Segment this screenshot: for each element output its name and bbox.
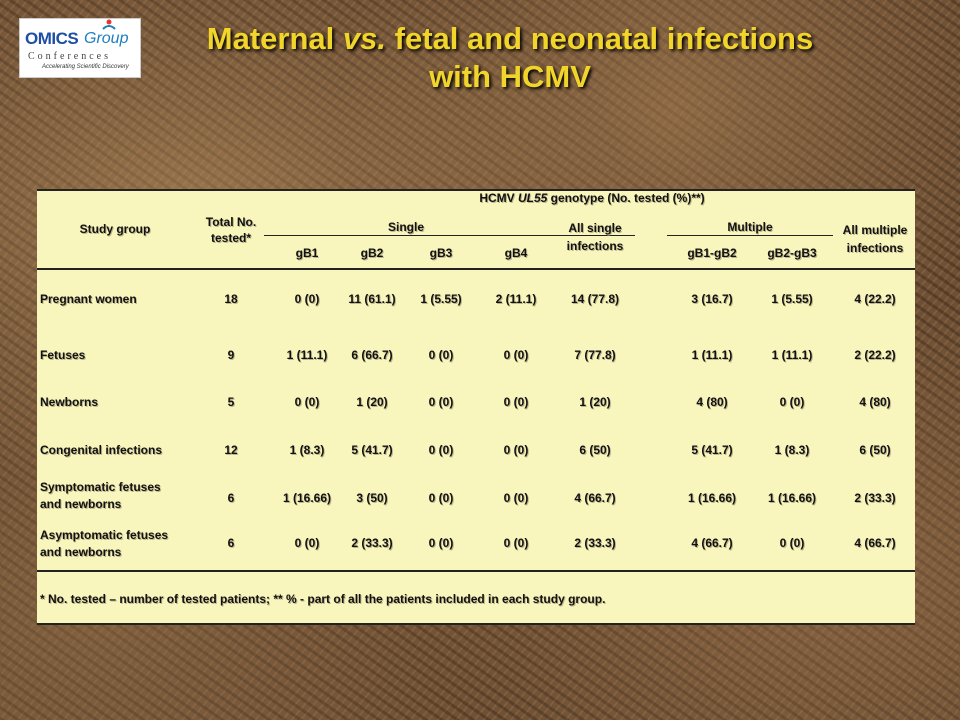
cell-gb2-gb3: 1 (8.3) (774, 443, 810, 457)
cell-all-single: 14 (77.8) (570, 292, 620, 306)
cell-gb2: 2 (33.3) (351, 536, 393, 550)
cell-all-single: 2 (33.3) (574, 536, 616, 550)
cell-gb1: 1 (8.3) (289, 443, 325, 457)
title-part-b: fetal and neonatal infections (386, 21, 814, 56)
logo-subtitle: Conferences (28, 51, 111, 62)
logo-brand-a: OMICS (25, 29, 79, 48)
header-rule (37, 268, 915, 270)
header-all-multiple-line1: All multiple (842, 223, 908, 237)
logo-brand-b: Group (84, 30, 129, 47)
title-italic-vs: vs. (342, 21, 387, 56)
cell-gb1-gb2: 1 (11.1) (691, 348, 733, 362)
header-gb4: gB4 (504, 246, 528, 260)
single-rule (264, 235, 635, 236)
row-group-label-line2: and newborns (40, 497, 122, 511)
row-group-label: Pregnant women (40, 292, 137, 306)
header-single: Single (387, 220, 425, 234)
genotype-table: HCMV UL55 genotype (No. tested (%)**) St… (37, 189, 915, 625)
cell-gb1: 1 (11.1) (286, 348, 328, 362)
cell-gb4: 0 (0) (503, 395, 529, 409)
cell-all-single: 6 (50) (579, 443, 611, 457)
table-bottom-rule (37, 623, 915, 625)
header-gb1: gB1 (295, 246, 319, 260)
header-gb2-gb3: gB2-gB3 (767, 246, 817, 260)
cell-all-multiple: 2 (33.3) (854, 491, 896, 505)
cell-gb2: 3 (50) (356, 491, 388, 505)
header-gb3: gB3 (429, 246, 453, 260)
cell-all-multiple: 4 (80) (859, 395, 891, 409)
table-footnote: * No. tested – number of tested patients… (40, 592, 606, 606)
header-total-line1: Total No. (205, 215, 257, 229)
title-part-a: Maternal (206, 21, 343, 56)
cell-all-multiple: 2 (22.2) (854, 348, 896, 362)
top-rule (37, 189, 915, 191)
cell-gb4: 0 (0) (503, 348, 529, 362)
row-group-label-line2: and newborns (40, 545, 122, 559)
cell-gb2: 1 (20) (356, 395, 388, 409)
cell-gb2-gb3: 1 (5.55) (771, 292, 813, 306)
cell-all-multiple: 4 (66.7) (854, 536, 896, 550)
cell-gb2-gb3: 1 (16.66) (767, 491, 817, 505)
header-gene-italic: UL55 (517, 191, 548, 205)
cell-gb1-gb2: 3 (16.7) (691, 292, 733, 306)
cell-gb2: 6 (66.7) (351, 348, 393, 362)
cell-total: 5 (227, 395, 235, 409)
cell-total: 6 (227, 491, 235, 505)
person-icon (102, 19, 116, 30)
row-group-label: Congenital infections (40, 443, 163, 457)
header-total-line2: tested* (210, 231, 252, 245)
cell-gb1: 0 (0) (294, 292, 320, 306)
cell-gb4: 2 (11.1) (495, 292, 537, 306)
header-multiple: Multiple (727, 220, 773, 234)
cell-all-single: 4 (66.7) (574, 491, 616, 505)
cell-gb3: 0 (0) (428, 491, 454, 505)
logo-tagline: Accelerating Scientific Discovery (42, 64, 129, 70)
cell-total: 12 (224, 443, 238, 457)
cell-total: 9 (227, 348, 235, 362)
cell-gb1: 0 (0) (294, 395, 320, 409)
header-genotype: HCMV UL55 genotype (No. tested (%)**) (479, 191, 705, 205)
omics-group-logo: OMICS Group Conferences Accelerating Sci… (19, 18, 141, 78)
cell-gb1-gb2: 5 (41.7) (691, 443, 733, 457)
multiple-rule (667, 235, 833, 236)
cell-gb1-gb2: 4 (80) (696, 395, 728, 409)
cell-gb1: 0 (0) (294, 536, 320, 550)
cell-gb4: 0 (0) (503, 443, 529, 457)
cell-gb3: 0 (0) (428, 443, 454, 457)
cell-gb4: 0 (0) (503, 491, 529, 505)
cell-gb2-gb3: 1 (11.1) (771, 348, 813, 362)
cell-gb1-gb2: 1 (16.66) (687, 491, 737, 505)
slide-title: Maternal vs. fetal and neonatal infectio… (150, 20, 870, 96)
cell-all-multiple: 6 (50) (859, 443, 891, 457)
cell-gb3: 0 (0) (428, 395, 454, 409)
row-group-label: Fetuses (40, 348, 86, 362)
body-bottom-rule (37, 570, 915, 572)
cell-gb1-gb2: 4 (66.7) (691, 536, 733, 550)
header-all-single-line2: infections (566, 239, 624, 253)
cell-gb4: 0 (0) (503, 536, 529, 550)
row-group-label: Newborns (40, 395, 99, 409)
cell-gb3: 0 (0) (428, 536, 454, 550)
cell-gb1: 1 (16.66) (282, 491, 332, 505)
header-study-group: Study group (79, 222, 151, 236)
header-gb2: gB2 (360, 246, 384, 260)
cell-all-single: 1 (20) (579, 395, 611, 409)
cell-all-multiple: 4 (22.2) (854, 292, 896, 306)
header-all-single-line1: All single (568, 221, 622, 235)
cell-total: 18 (224, 292, 238, 306)
row-group-label: Asymptomatic fetuses (40, 528, 169, 542)
cell-gb2: 5 (41.7) (351, 443, 393, 457)
cell-total: 6 (227, 536, 235, 550)
row-group-label: Symptomatic fetuses (40, 480, 161, 494)
title-line-2: with HCMV (429, 59, 591, 94)
cell-gb3: 0 (0) (428, 348, 454, 362)
cell-gb3: 1 (5.55) (420, 292, 462, 306)
title-line-1: Maternal vs. fetal and neonatal infectio… (150, 20, 870, 58)
cell-gb2-gb3: 0 (0) (779, 536, 805, 550)
header-gb1-gb2: gB1-gB2 (687, 246, 737, 260)
cell-gb2: 11 (61.1) (348, 292, 396, 306)
cell-all-single: 7 (77.8) (574, 348, 616, 362)
cell-gb2-gb3: 0 (0) (779, 395, 805, 409)
header-all-multiple-line2: infections (846, 241, 904, 255)
